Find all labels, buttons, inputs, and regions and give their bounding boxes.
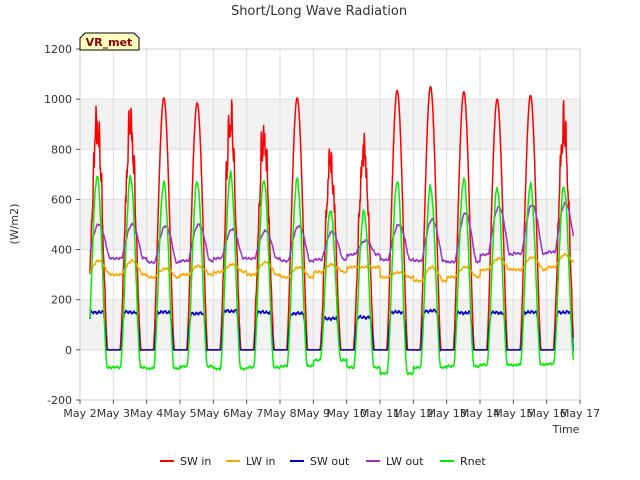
legend-label: LW in xyxy=(246,455,276,468)
badge: VR_met xyxy=(79,32,140,51)
x-tick-label: May 17 xyxy=(560,407,600,420)
x-tick-label: May 15 xyxy=(493,407,533,420)
x-tick-label: May 2 xyxy=(63,407,96,420)
series-line-lw-out xyxy=(89,201,575,265)
x-tick-label: May 13 xyxy=(427,407,467,420)
legend-item-lw-out: LW out xyxy=(366,455,424,468)
x-tick-label: May 16 xyxy=(527,407,567,420)
grid-band xyxy=(80,199,580,250)
y-tick-label: 400 xyxy=(51,244,72,257)
legend-item-lw-in: LW in xyxy=(226,455,276,468)
series-line-sw-in xyxy=(89,85,575,351)
x-tick-label: May 11 xyxy=(360,407,400,420)
plot-border xyxy=(79,48,581,401)
x-tick-label: May 14 xyxy=(460,407,500,420)
x-tick-label: May 12 xyxy=(393,407,433,420)
y-tick-label: 1200 xyxy=(44,43,72,56)
legend-item-sw-out: SW out xyxy=(290,455,350,468)
legend: SW in LW in SW out LW out Rnet xyxy=(160,455,486,468)
y-axis-label: (W/m2) xyxy=(8,204,21,245)
series-line-rnet xyxy=(89,170,575,376)
badge-box xyxy=(79,32,140,51)
series-layer xyxy=(89,85,575,376)
x-tick-label: May 3 xyxy=(97,407,130,420)
axes: -200 0 200 400 600 800 1000 1200 May 2 May 3 May 4… xyxy=(44,43,600,420)
plot-area xyxy=(80,49,580,400)
legend-label: SW out xyxy=(310,455,350,468)
x-axis-label: Time xyxy=(552,423,580,436)
x-tick-label: May 5 xyxy=(163,407,196,420)
y-tick-label: -200 xyxy=(47,394,72,407)
y-tick-label: 1000 xyxy=(44,93,72,106)
grid-band xyxy=(80,299,580,350)
badge-label: VR_met xyxy=(86,36,133,49)
x-tick-label: May 10 xyxy=(327,407,367,420)
x-tick-label: May 7 xyxy=(230,407,263,420)
legend-label: Rnet xyxy=(460,455,486,468)
grid-band xyxy=(80,99,580,150)
y-tick-label: 800 xyxy=(51,143,72,156)
chart-title: Short/Long Wave Radiation xyxy=(231,4,407,19)
x-tick-label: May 4 xyxy=(130,407,163,420)
legend-label: LW out xyxy=(386,455,424,468)
y-tick-label: 200 xyxy=(51,294,72,307)
legend-item-rnet: Rnet xyxy=(440,455,486,468)
x-tick-label: May 9 xyxy=(297,407,330,420)
legend-label: SW in xyxy=(180,455,211,468)
y-tick-label: 600 xyxy=(51,193,72,206)
x-tick-label: May 8 xyxy=(263,407,296,420)
y-tick-label: 0 xyxy=(65,344,72,357)
legend-item-sw-in: SW in xyxy=(160,455,211,468)
x-tick-label: May 6 xyxy=(197,407,230,420)
